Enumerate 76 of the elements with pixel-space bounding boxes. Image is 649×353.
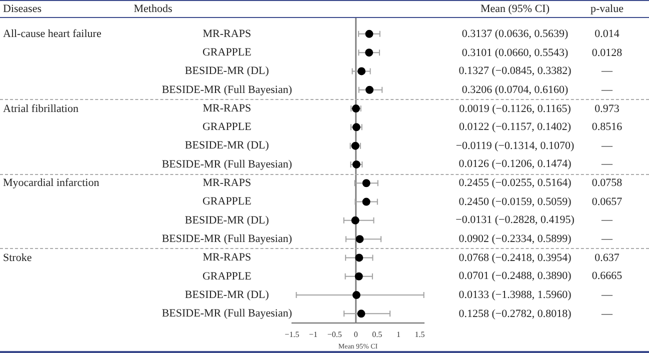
point — [352, 291, 360, 300]
y-tick-label: BESIDE-MR (DL) — [184, 65, 270, 78]
data-label: 0.1327 (−0.0845, 0.3382) — [458, 65, 572, 78]
x-tick-label: −1.5 — [284, 330, 300, 339]
text: Diseases — [3, 3, 42, 15]
text: — — [602, 140, 612, 152]
text: 0.973 — [594, 102, 620, 115]
data-label: −0.0131 (−0.2828, 0.4195) — [456, 214, 574, 226]
text: Atrial fibrillation — [3, 102, 78, 115]
y-tick-label: GRAPPLE — [202, 270, 252, 282]
text: 0.637 — [594, 252, 620, 264]
data-label: 0.1258 (−0.2782, 0.8018) — [458, 308, 572, 320]
point — [354, 272, 363, 280]
text: — — [602, 289, 612, 302]
data-label: 0.0768 (−0.2418, 0.3954) — [458, 252, 572, 264]
data-label: 0.0701 (−0.2488, 0.3890) — [458, 270, 572, 282]
point — [351, 216, 360, 224]
text: Myocardial infarction — [3, 177, 100, 190]
point — [358, 67, 366, 76]
point — [352, 160, 360, 168]
data-label: 0.2455 (−0.0255, 0.5164) — [458, 177, 572, 190]
data-label: 0.0019 (−0.1126, 0.1165) — [459, 102, 571, 115]
y-tick-label: GRAPPLE — [202, 46, 252, 58]
text: 0.8516 — [592, 121, 622, 134]
data-label: 0.3137 (0.0636, 0.5639) — [462, 28, 568, 40]
point — [356, 235, 364, 244]
text: Methods — [134, 3, 172, 15]
x-tick-label: −0.5 — [327, 330, 342, 339]
text: 0.0657 — [592, 196, 622, 208]
y-tick-label: BESIDE-MR (Full Bayesian) — [162, 84, 292, 96]
y-tick-label: BESIDE-MR (DL) — [184, 288, 270, 301]
data-label: 0.0133 (−1.3988, 1.5960) — [458, 289, 572, 302]
x-tick-label: 1 — [396, 330, 400, 339]
point — [357, 310, 366, 318]
y-tick-label: GRAPPLE — [202, 196, 252, 208]
text: p-value — [590, 3, 624, 15]
data-label: −0.0119 (−0.1314, 0.1070) — [456, 140, 574, 152]
text: — — [602, 233, 612, 246]
point — [365, 48, 374, 57]
y-tick-label: MR-RAPS — [202, 102, 252, 114]
text: 0.0758 — [592, 177, 622, 190]
data-label: 0.3206 (0.0704, 0.6160) — [462, 84, 568, 96]
data-label: 0.2450 (−0.0159, 0.5059) — [458, 196, 572, 208]
data-label: 0.0902 (−0.2334, 0.5899) — [458, 233, 572, 246]
text: — — [602, 84, 612, 96]
point — [355, 254, 364, 262]
text: All-cause heart failure — [3, 28, 102, 40]
point — [362, 179, 370, 188]
y-tick-label: MR-RAPS — [202, 177, 252, 190]
x-tick-label: −1 — [309, 330, 318, 339]
y-tick-label: BESIDE-MR (DL) — [184, 140, 270, 152]
data-label: 0.3101 (0.0660, 0.5543) — [462, 46, 568, 59]
text: — — [602, 65, 612, 78]
x-tick-label: 0.5 — [372, 330, 382, 339]
text: — — [602, 214, 612, 226]
y-tick-label: MR-RAPS — [202, 28, 252, 40]
text: 0.6665 — [592, 270, 622, 282]
y-tick-label: BESIDE-MR (Full Bayesian) — [162, 158, 292, 170]
text: 0.014 — [594, 28, 620, 40]
y-tick-label: GRAPPLE — [202, 121, 252, 134]
point — [362, 198, 370, 206]
text: — — [602, 308, 612, 320]
y-tick-label: BESIDE-MR (Full Bayesian) — [162, 232, 292, 245]
x-tick-label: 0 — [354, 330, 358, 339]
point — [366, 86, 374, 94]
text: Mean (95% CI) — [480, 3, 550, 15]
point — [365, 30, 374, 38]
text: — — [602, 158, 612, 170]
x-tick-label: 1.5 — [414, 330, 425, 339]
text: 0.0128 — [592, 46, 622, 59]
y-tick-label: MR-RAPS — [202, 252, 252, 264]
data-label: 0.0126 (−0.1206, 0.1474) — [458, 158, 572, 170]
text: Stroke — [3, 252, 32, 264]
data-label: 0.0122 (−0.1157, 0.1402) — [458, 121, 572, 134]
y-tick-label: BESIDE-MR (DL) — [184, 214, 270, 226]
y-tick-label: BESIDE-MR (Full Bayesian) — [162, 308, 292, 320]
